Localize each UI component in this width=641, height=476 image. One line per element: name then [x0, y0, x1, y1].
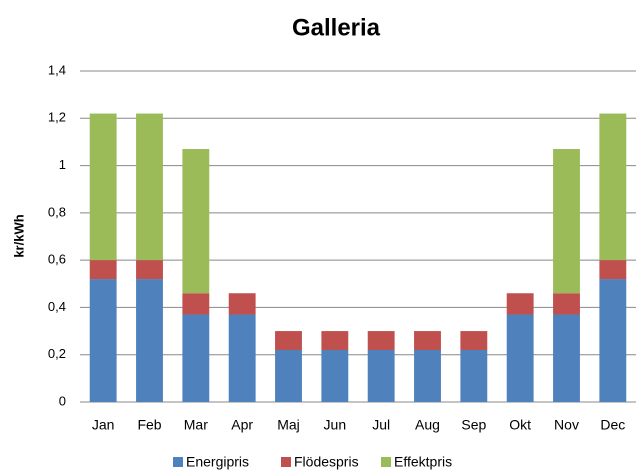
- y-tick-label: 1: [59, 157, 66, 172]
- legend-label: Flödespris: [294, 454, 359, 470]
- y-tick-label: 0,4: [48, 299, 66, 314]
- bar-segment: [182, 293, 210, 315]
- legend-swatch: [381, 457, 391, 467]
- bar-segment: [136, 113, 163, 261]
- legend-label: Effektpris: [394, 454, 452, 470]
- bar-segment: [182, 314, 210, 402]
- bar-segment: [275, 349, 302, 402]
- bar-segment: [275, 331, 302, 350]
- bar-segment: [506, 293, 534, 315]
- x-tick-label: Okt: [509, 417, 531, 433]
- bar-segment: [228, 314, 256, 402]
- bar-segment: [89, 279, 117, 402]
- x-tick-label: Apr: [231, 417, 253, 433]
- bar-segment: [460, 349, 488, 402]
- bar-segment: [228, 293, 256, 315]
- x-tick-label: Nov: [554, 417, 579, 433]
- bar-segment: [599, 260, 627, 280]
- y-tick-label: 1,4: [48, 62, 66, 77]
- bar-segment: [136, 279, 163, 402]
- x-tick-label: Jul: [372, 417, 390, 433]
- y-axis-label: kr/kWh: [11, 214, 26, 257]
- bar-segment: [367, 331, 395, 350]
- x-tick-label: Mar: [184, 417, 208, 433]
- bar-segment: [89, 113, 117, 261]
- bar-segment: [182, 149, 210, 294]
- bar-segment: [414, 349, 441, 402]
- legend-swatch: [173, 457, 183, 467]
- x-tick-label: Sep: [461, 417, 486, 433]
- y-tick-label: 0,6: [48, 252, 66, 267]
- x-tick-label: Maj: [277, 417, 300, 433]
- bar-segment: [599, 279, 627, 402]
- legend-swatch: [281, 457, 291, 467]
- x-tick-label: Jan: [92, 417, 115, 433]
- y-tick-label: 0,2: [48, 346, 66, 361]
- chart-title: Galleria: [292, 14, 381, 41]
- bar-segment: [367, 349, 395, 402]
- bar-segment: [89, 260, 117, 280]
- x-tick-label: Dec: [600, 417, 625, 433]
- bar-segment: [506, 314, 534, 402]
- bar-segment: [460, 331, 488, 350]
- x-tick-label: Jun: [324, 417, 347, 433]
- y-tick-label: 0: [59, 393, 66, 408]
- y-tick-label: 0,8: [48, 204, 66, 219]
- bar-segment: [599, 113, 627, 261]
- bar-segment: [321, 331, 349, 350]
- legend-label: Energipris: [186, 454, 249, 470]
- y-tick-label: 1,2: [48, 110, 66, 125]
- bar-segment: [414, 331, 441, 350]
- bar-segment: [553, 293, 580, 315]
- bar-segment: [553, 314, 580, 402]
- bar-segment: [553, 149, 580, 294]
- x-tick-label: Aug: [415, 417, 440, 433]
- bar-segment: [136, 260, 163, 280]
- x-tick-label: Feb: [137, 417, 161, 433]
- bar-segment: [321, 349, 349, 402]
